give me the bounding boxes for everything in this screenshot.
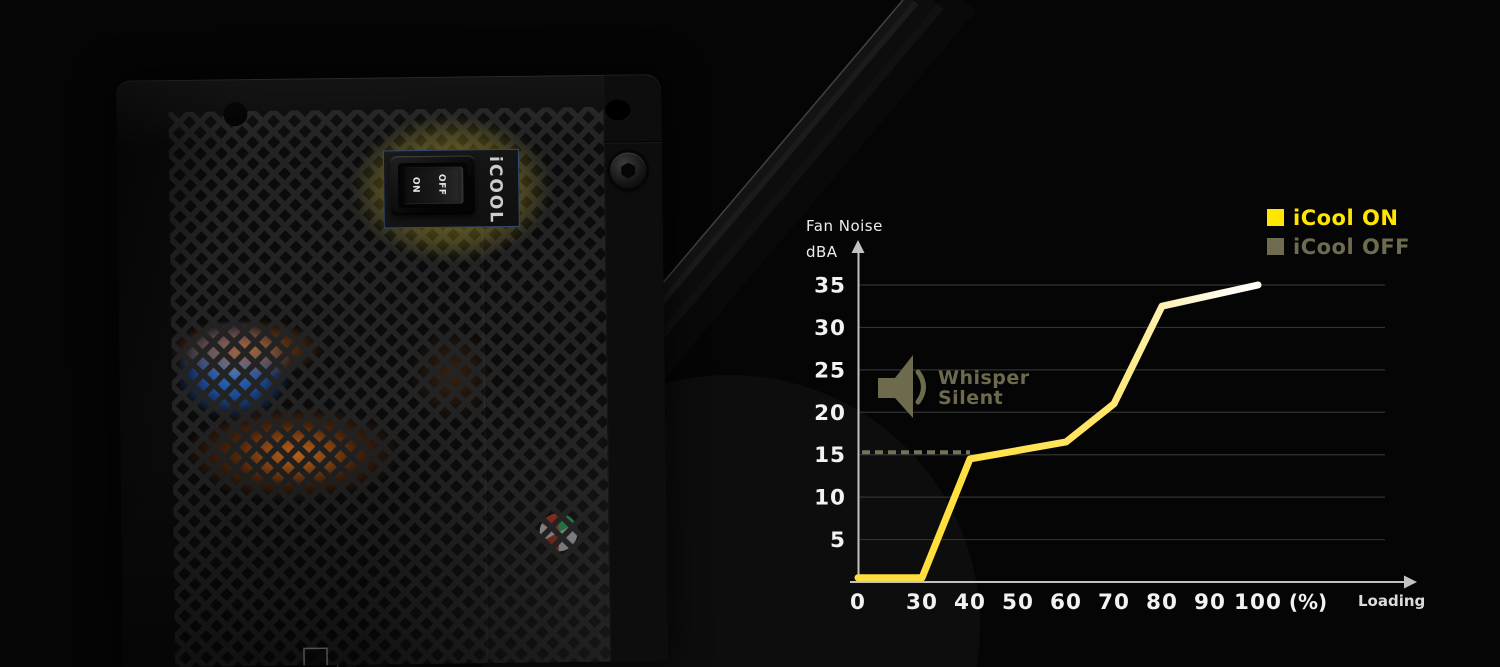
x-tick-label-60: 60	[1050, 590, 1082, 615]
annotation-line2: Silent	[938, 387, 1004, 409]
y-tick-label-20: 20	[814, 401, 846, 426]
y-axis-unit-dba: dBA	[806, 243, 838, 261]
legend-swatch-on	[1267, 209, 1284, 226]
legend-label-off: iCool OFF	[1293, 234, 1411, 259]
whisper-silent-annotation: Whisper Silent	[938, 368, 1030, 408]
legend-label-on: iCool ON	[1293, 205, 1399, 230]
x-tick-label-50: 50	[1002, 590, 1034, 615]
y-axis-arrowhead	[851, 240, 865, 253]
y-tick-label-35: 35	[814, 274, 846, 299]
x-tick-label-0: 0	[850, 590, 866, 615]
chart-legend: iCool ON iCool OFF	[1267, 205, 1411, 266]
psu-photo: ON OFF iCOOL	[116, 74, 669, 667]
legend-swatch-off	[1267, 238, 1284, 255]
x-tick-label-40: 40	[954, 590, 986, 615]
x-tick-label-90: 90	[1194, 590, 1226, 615]
legend-row-icool-on: iCool ON	[1267, 205, 1410, 230]
x-axis-unit-percent: (%)	[1289, 590, 1327, 614]
y-tick-label-5: 5	[830, 528, 846, 553]
y-tick-label-15: 15	[814, 443, 846, 468]
y-tick-label-25: 25	[814, 358, 846, 383]
x-axis-arrowhead	[1404, 575, 1417, 589]
psu-body-panel: ON OFF iCOOL	[116, 74, 669, 667]
x-axis-name: Loading	[1358, 592, 1426, 610]
annotation-line1: Whisper	[938, 367, 1030, 389]
legend-row-icool-off: iCool OFF	[1267, 234, 1411, 259]
series-icool-on-line	[854, 281, 1262, 582]
x-tick-label-30: 30	[906, 590, 938, 615]
y-tick-label-10: 10	[814, 486, 846, 511]
x-tick-label-70: 70	[1098, 590, 1130, 615]
x-tick-label-100: 100	[1234, 590, 1282, 615]
y-tick-label-30: 30	[814, 316, 846, 341]
x-tick-label-80: 80	[1146, 590, 1178, 615]
speaker-icon	[878, 355, 926, 418]
chart-title-fan-noise: Fan Noise	[806, 217, 883, 235]
